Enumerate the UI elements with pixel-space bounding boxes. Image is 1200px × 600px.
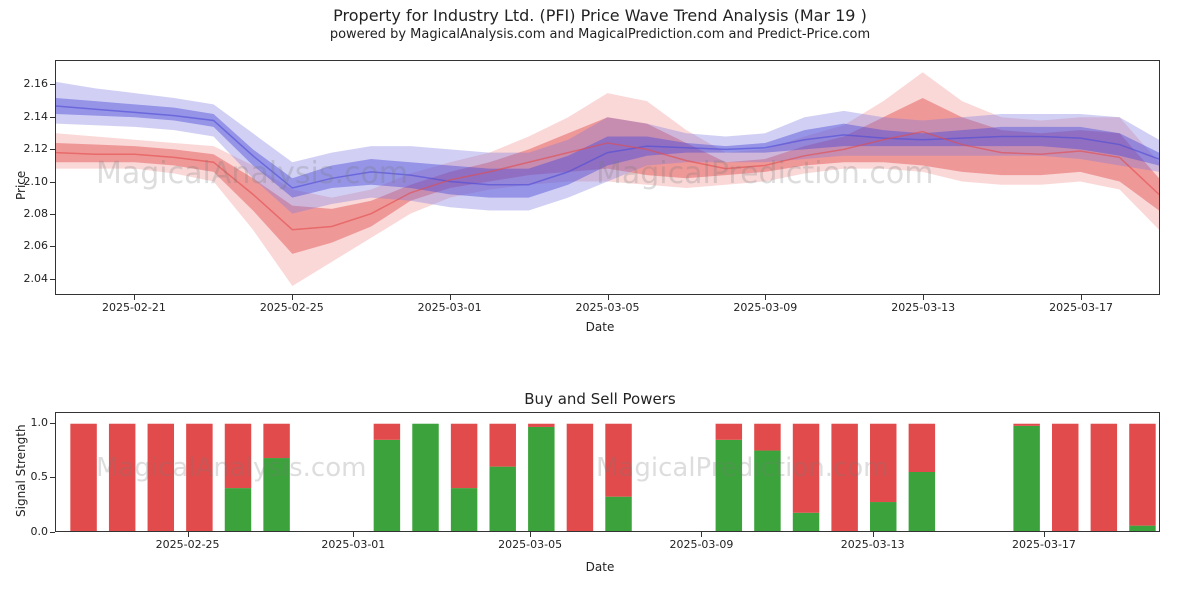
xtick-mark xyxy=(134,295,135,300)
xtick-mark xyxy=(608,295,609,300)
ytick-label: 2.14 xyxy=(8,110,48,123)
title-block: Property for Industry Ltd. (PFI) Price W… xyxy=(0,6,1200,42)
xtick-label: 2025-02-25 xyxy=(252,301,332,314)
ytick-label: 2.08 xyxy=(8,207,48,220)
ytick-mark xyxy=(50,84,55,85)
figure: Property for Industry Ltd. (PFI) Price W… xyxy=(0,0,1200,600)
ytick-label: 2.04 xyxy=(8,272,48,285)
chart-subtitle: powered by MagicalAnalysis.com and Magic… xyxy=(0,27,1200,42)
xtick-label: 2025-03-05 xyxy=(490,538,570,551)
xtick-mark xyxy=(1081,295,1082,300)
xtick-label: 2025-03-09 xyxy=(725,301,805,314)
xtick-mark xyxy=(1044,532,1045,537)
ytick-label: 2.10 xyxy=(8,175,48,188)
ytick-label: 0.5 xyxy=(8,470,48,483)
price-chart: MagicalAnalysis.com MagicalPrediction.co… xyxy=(55,60,1160,295)
price-chart-svg xyxy=(56,61,1159,294)
xtick-mark xyxy=(353,532,354,537)
ytick-label: 0.0 xyxy=(8,525,48,538)
xtick-label: 2025-03-05 xyxy=(568,301,648,314)
ytick-label: 2.12 xyxy=(8,142,48,155)
xtick-label: 2025-02-21 xyxy=(94,301,174,314)
xtick-mark xyxy=(450,295,451,300)
ytick-label: 1.0 xyxy=(8,416,48,429)
ytick-mark xyxy=(50,182,55,183)
xtick-label: 2025-02-25 xyxy=(148,538,228,551)
ytick-mark xyxy=(50,423,55,424)
xtick-mark xyxy=(873,532,874,537)
signal-chart-svg xyxy=(56,413,1159,531)
ytick-mark xyxy=(50,532,55,533)
chart-title: Property for Industry Ltd. (PFI) Price W… xyxy=(0,6,1200,25)
ytick-mark xyxy=(50,149,55,150)
xtick-label: 2025-03-17 xyxy=(1004,538,1084,551)
xtick-mark xyxy=(188,532,189,537)
ytick-mark xyxy=(50,477,55,478)
ytick-mark xyxy=(50,214,55,215)
price-chart-xlabel: Date xyxy=(0,320,1200,334)
ytick-mark xyxy=(50,117,55,118)
xtick-label: 2025-03-01 xyxy=(410,301,490,314)
ytick-label: 2.16 xyxy=(8,77,48,90)
xtick-label: 2025-03-13 xyxy=(883,301,963,314)
xtick-mark xyxy=(765,295,766,300)
xtick-label: 2025-03-13 xyxy=(833,538,913,551)
ytick-label: 2.06 xyxy=(8,239,48,252)
xtick-mark xyxy=(923,295,924,300)
signal-chart: MagicalAnalysis.com MagicalPrediction.co… xyxy=(55,412,1160,532)
ytick-mark xyxy=(50,246,55,247)
xtick-label: 2025-03-09 xyxy=(661,538,741,551)
ytick-mark xyxy=(50,279,55,280)
xtick-mark xyxy=(530,532,531,537)
xtick-mark xyxy=(292,295,293,300)
signal-chart-title: Buy and Sell Powers xyxy=(0,390,1200,408)
signal-chart-xlabel: Date xyxy=(0,560,1200,574)
xtick-label: 2025-03-17 xyxy=(1041,301,1121,314)
xtick-mark xyxy=(701,532,702,537)
xtick-label: 2025-03-01 xyxy=(313,538,393,551)
